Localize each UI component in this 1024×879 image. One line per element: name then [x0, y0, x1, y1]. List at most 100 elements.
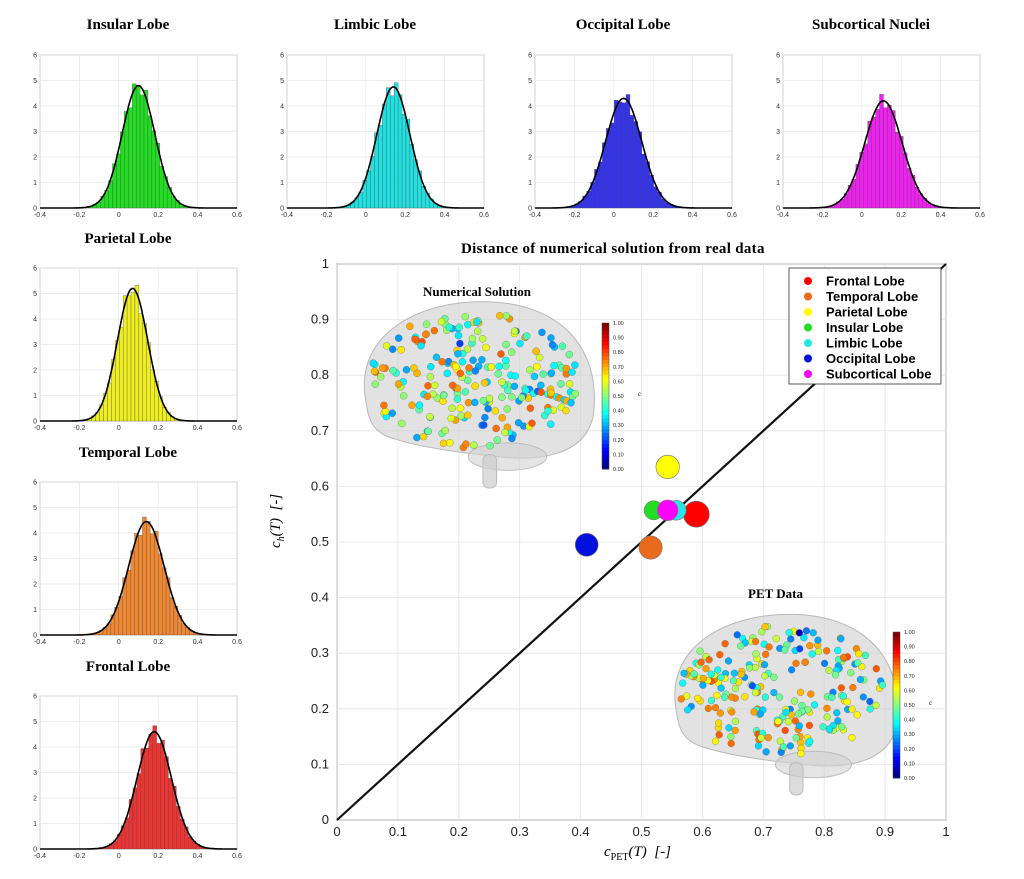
hist-plot-frontal: -0.4 -0.2 0 0.2 0.4 0.6 0 1 2 3 4 5 6 — [33, 694, 242, 861]
brain-node — [776, 693, 784, 701]
brain-node — [464, 376, 472, 385]
hist-y-tick: 1 — [33, 821, 37, 828]
brain-node — [786, 742, 794, 750]
colorbar-tick: 0.50 — [904, 703, 915, 709]
hist-plot-insular: -0.4 -0.2 0 0.2 0.4 0.6 0 1 2 3 4 5 6 — [33, 53, 242, 220]
brain-node — [508, 393, 516, 401]
hist-panel-subcortical: Subcortical Nuclei -0.4 -0.2 0 0.2 0.4 0.6 0 1 2… — [743, 0, 999, 225]
main-y-tick: 0.2 — [311, 701, 329, 716]
colorbar-tick: 0.80 — [904, 659, 915, 665]
colorbar-segment — [893, 668, 900, 673]
legend-marker — [804, 323, 812, 332]
hist-x-tick: -0.2 — [320, 212, 332, 219]
legend-marker — [804, 308, 812, 316]
brain-node — [770, 673, 778, 681]
hist-y-tick: 4 — [33, 104, 37, 111]
brain-node — [853, 711, 861, 719]
hist-x-tick: 0.2 — [153, 212, 163, 219]
colorbar-tick: 0.10 — [613, 452, 624, 458]
brain-node — [833, 709, 841, 717]
hist-x-tick: 0.2 — [896, 212, 906, 219]
brain-node — [406, 322, 414, 331]
brain-node — [757, 734, 765, 742]
hist-x-tick: -0.4 — [34, 212, 46, 219]
brain-node — [677, 695, 685, 703]
brain-node — [398, 419, 406, 428]
hist-x-tick: 0.2 — [400, 212, 410, 219]
brain-node — [737, 642, 745, 650]
brain-node — [828, 693, 836, 701]
legend-label: Occipital Lobe — [826, 351, 916, 366]
brain-node — [464, 320, 472, 329]
brain-node — [454, 350, 462, 358]
brain-node — [762, 650, 770, 658]
main-y-tick: 0.9 — [311, 312, 329, 327]
hist-panel-occipital: Occipital Lobe -0.4 -0.2 0 0.2 0.4 0.6 0 1 2 3 4 5 6 — [495, 0, 751, 225]
brain-node — [562, 406, 570, 415]
brain-node — [394, 334, 403, 342]
brain-node — [790, 697, 799, 705]
brain-node — [443, 369, 451, 378]
hist-x-tick: -0.4 — [34, 425, 46, 432]
colorbar-segment — [602, 421, 609, 426]
brain-node — [417, 342, 425, 350]
hist-y-tick: 3 — [33, 342, 37, 349]
brain-node — [699, 681, 707, 689]
legend-label: Temporal Lobe — [826, 289, 918, 304]
colorbar-segment — [602, 326, 609, 331]
hist-y-tick: 3 — [33, 770, 37, 777]
colorbar-segment — [602, 344, 609, 350]
legend-label: Insular Lobe — [826, 320, 903, 335]
brain-node — [690, 670, 698, 678]
main-x-tick: 0.2 — [450, 824, 468, 839]
hist-x-tick: 0.6 — [975, 212, 985, 219]
hist-x-tick: 0.6 — [232, 212, 242, 219]
colorbar-segment — [602, 461, 609, 466]
numerical-colorbar: 0.00 0.10 0.20 0.30 0.40 0.50 0.60 0.70 0.80 0.90… — [601, 321, 641, 473]
brain-node — [716, 651, 724, 659]
brain-node — [532, 347, 540, 355]
hist-y-tick: 0 — [33, 419, 37, 426]
colorbar-segment — [602, 417, 609, 423]
colorbar-tick: 0.30 — [904, 732, 915, 738]
colorbar-segment — [893, 774, 900, 779]
hist-y-tick: 3 — [280, 129, 284, 136]
main-x-tick: 0.8 — [815, 824, 833, 839]
hist-y-tick: 5 — [33, 78, 37, 85]
hist-x-tick: 0 — [860, 212, 864, 219]
brain-node — [501, 428, 509, 437]
colorbar-segment — [893, 715, 900, 721]
brain-node — [731, 684, 740, 693]
colorbar-segment — [602, 388, 609, 393]
hist-x-tick: 0.4 — [936, 212, 946, 219]
brain-node — [496, 312, 504, 320]
hist-title-occipital: Occipital Lobe — [575, 17, 671, 33]
colorbar-segment — [893, 683, 900, 688]
brain-node — [547, 334, 555, 342]
brain-node — [714, 666, 722, 674]
brain-node — [731, 726, 739, 735]
brain-node — [696, 647, 704, 655]
brain-node — [861, 651, 870, 659]
brain-node — [394, 380, 403, 388]
brain-node — [855, 650, 863, 658]
data-point-subcortical-lobe — [657, 499, 679, 521]
hist-plot-temporal: -0.4 -0.2 0 0.2 0.4 0.6 0 1 2 3 4 5 6 — [33, 480, 242, 647]
colorbar-tick: 0.20 — [613, 438, 624, 444]
brain-node — [797, 750, 805, 758]
colorbar-tick: 0.80 — [613, 350, 624, 356]
hist-panel-limbic: Limbic Lobe -0.4 -0.2 0 0.2 0.4 0.6 0 1 2 3 4 5 6 — [247, 0, 503, 225]
brain-node — [497, 350, 505, 358]
brain-node — [707, 697, 716, 705]
hist-x-tick: 0.4 — [440, 212, 450, 219]
pet-colorbar: 0.00 0.10 0.20 0.30 0.40 0.50 0.60 0.70 0.80 0.90… — [892, 630, 932, 782]
brain-node — [849, 683, 857, 692]
brain-node — [825, 725, 833, 733]
main-y-tick: 0.8 — [311, 367, 329, 382]
brain-node — [779, 743, 788, 751]
brain-node — [568, 368, 576, 376]
hist-y-tick: 1 — [776, 180, 780, 187]
brain-node — [498, 378, 506, 386]
colorbar-tick: 0.90 — [904, 645, 915, 651]
data-point-temporal-lobe — [638, 535, 663, 560]
